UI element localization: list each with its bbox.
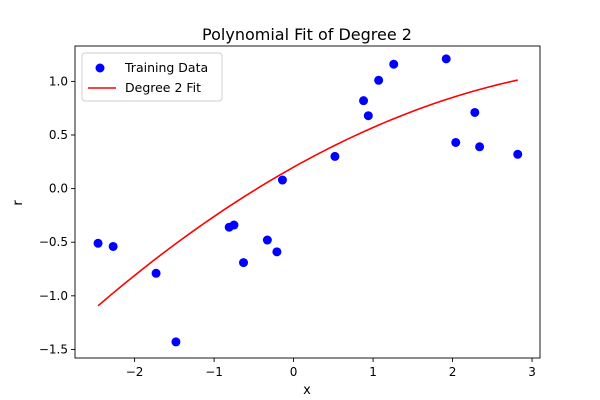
data-point	[470, 107, 480, 117]
legend-box	[81, 52, 223, 102]
legend-marker-training-data	[95, 63, 105, 73]
data-point	[441, 54, 451, 64]
chart-title: Polynomial Fit of Degree 2	[202, 25, 412, 44]
fit-line	[97, 79, 518, 307]
y-tick-label: −1.5	[39, 342, 68, 356]
y-tick-label: 0.5	[49, 128, 68, 142]
x-tick-label: −1	[205, 365, 223, 379]
y-tick-label: 1.0	[49, 74, 68, 88]
axes-frame	[74, 45, 541, 359]
data-point	[475, 142, 485, 152]
legend-label-fit: Degree 2 Fit	[125, 80, 201, 95]
x-axis-label: x	[303, 383, 311, 398]
plot-area: −2 −1 0 1 2 3 −1.5 −1.0 −0.5 0.0 0.5 1.0	[39, 45, 541, 379]
data-point	[389, 59, 399, 69]
data-point	[229, 220, 239, 230]
y-axis-label: r	[11, 200, 26, 206]
data-point	[93, 238, 103, 248]
x-tick-label: −2	[126, 365, 144, 379]
data-point	[451, 137, 461, 147]
data-point	[359, 96, 369, 106]
data-point	[374, 75, 384, 85]
y-tick-label: −0.5	[39, 235, 68, 249]
data-point	[330, 151, 340, 161]
data-point	[171, 337, 181, 347]
data-point	[363, 111, 373, 121]
legend-label-training-data: Training Data	[124, 60, 208, 75]
y-tick-label: 0.0	[49, 182, 68, 196]
data-point	[262, 235, 272, 245]
legend: Training Data Degree 2 Fit	[81, 52, 223, 102]
data-point	[108, 241, 118, 251]
data-point	[513, 149, 523, 159]
x-tick-label: 3	[528, 365, 536, 379]
x-tick-label: 0	[290, 365, 298, 379]
x-tick-label: 1	[369, 365, 377, 379]
y-tick-label: −1.0	[39, 289, 68, 303]
data-point	[151, 268, 161, 278]
data-point	[272, 247, 282, 257]
data-point	[277, 175, 287, 185]
x-tick-label: 2	[449, 365, 457, 379]
data-point	[239, 258, 249, 268]
